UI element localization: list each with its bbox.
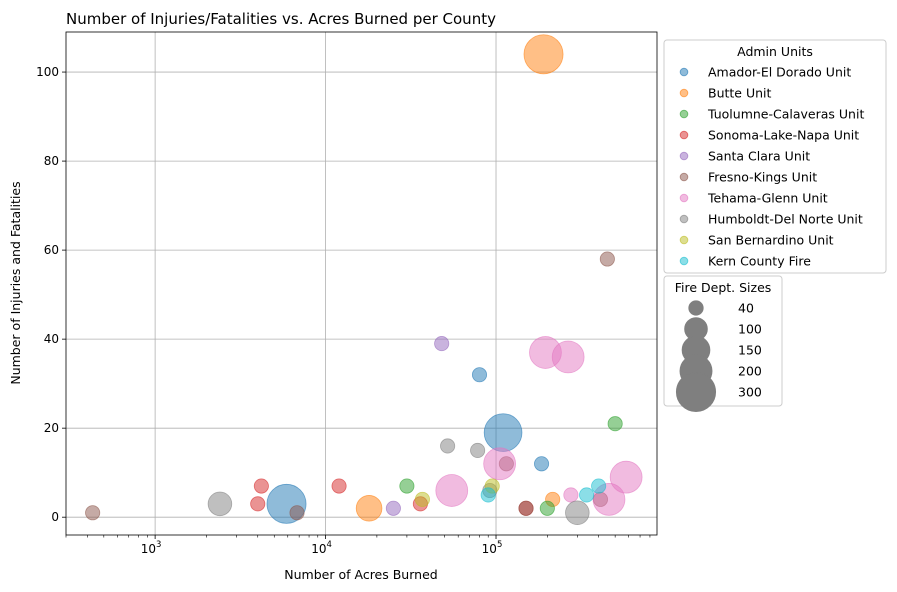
legend-marker bbox=[679, 88, 689, 98]
color-legend-title: Admin Units bbox=[737, 44, 813, 59]
x-tick-label: 104 bbox=[311, 540, 332, 556]
data-point bbox=[331, 478, 347, 494]
x-tick-label: 103 bbox=[141, 540, 162, 556]
size-legend-label: 150 bbox=[738, 343, 762, 358]
y-tick-label: 0 bbox=[51, 510, 59, 524]
legend-marker bbox=[679, 235, 689, 245]
data-point bbox=[480, 487, 496, 503]
data-point bbox=[609, 460, 643, 494]
legend-marker bbox=[679, 214, 689, 224]
legend-marker bbox=[679, 67, 689, 77]
data-point bbox=[483, 413, 523, 452]
size-legend-label: 300 bbox=[738, 385, 762, 400]
x-axis-label: Number of Acres Burned bbox=[284, 567, 437, 582]
data-point bbox=[385, 500, 401, 516]
data-point bbox=[523, 34, 564, 75]
data-point bbox=[250, 496, 266, 512]
legend-label: Kern County Fire bbox=[708, 254, 811, 269]
legend-marker bbox=[679, 193, 689, 203]
data-point bbox=[434, 336, 450, 352]
legend-label: Sonoma-Lake-Napa Unit bbox=[708, 128, 859, 143]
data-point bbox=[207, 491, 233, 517]
legend-marker bbox=[679, 130, 689, 140]
legend-marker bbox=[679, 172, 689, 182]
data-point bbox=[518, 500, 534, 516]
legend-label: Humboldt-Del Norte Unit bbox=[708, 212, 863, 227]
legend-marker bbox=[679, 256, 689, 266]
size-legend-title: Fire Dept. Sizes bbox=[675, 280, 772, 295]
legend-label: Amador-El Dorado Unit bbox=[708, 65, 851, 80]
y-tick-label: 60 bbox=[44, 243, 59, 257]
legend-label: Tuolumne-Calaveras Unit bbox=[707, 107, 864, 122]
plot-frame bbox=[65, 31, 658, 536]
data-point bbox=[85, 505, 101, 521]
data-point bbox=[399, 478, 415, 494]
data-point bbox=[289, 505, 305, 521]
data-point bbox=[470, 442, 486, 458]
legend-label: Santa Clara Unit bbox=[708, 149, 810, 164]
legend-label: San Bernardino Unit bbox=[708, 233, 834, 248]
size-legend-marker bbox=[688, 300, 704, 316]
data-point bbox=[607, 416, 623, 432]
size-legend-label: 40 bbox=[738, 301, 754, 316]
y-tick-label: 40 bbox=[44, 332, 59, 346]
data-point bbox=[440, 438, 456, 454]
y-axis-label: Number of Injuries and Fatalities bbox=[8, 181, 23, 384]
data-point bbox=[565, 500, 590, 525]
data-point bbox=[563, 487, 579, 503]
legend-label: Butte Unit bbox=[708, 86, 772, 101]
legend-marker bbox=[679, 151, 689, 161]
y-tick-label: 100 bbox=[36, 65, 59, 79]
data-point bbox=[551, 340, 585, 374]
data-point bbox=[599, 251, 615, 267]
data-point bbox=[534, 456, 550, 472]
data-point bbox=[253, 478, 269, 494]
size-legend-label: 200 bbox=[738, 364, 762, 379]
legend-label: Fresno-Kings Unit bbox=[708, 170, 817, 185]
axis-ticks: 0 20 40 60 80 100 103 104 105 bbox=[36, 65, 651, 556]
data-point bbox=[414, 491, 430, 507]
data-point bbox=[483, 447, 516, 481]
size-legend: Fire Dept. Sizes 40 100 150 200 300 bbox=[663, 275, 783, 413]
data-point bbox=[435, 474, 469, 507]
data-point bbox=[355, 495, 383, 522]
y-tick-label: 20 bbox=[44, 421, 59, 435]
x-tick-label: 105 bbox=[482, 540, 503, 556]
data-points bbox=[85, 34, 643, 525]
size-legend-label: 100 bbox=[738, 322, 762, 337]
data-point bbox=[591, 478, 607, 494]
chart-title: Number of Injuries/Fatalities vs. Acres … bbox=[66, 10, 496, 28]
grid-lines bbox=[66, 32, 657, 535]
legend-marker bbox=[679, 109, 689, 119]
color-legend: Admin Units Amador-El Dorado Unit Butte U… bbox=[663, 39, 887, 274]
data-point bbox=[579, 487, 595, 503]
size-legend-marker bbox=[675, 371, 717, 413]
y-tick-label: 80 bbox=[44, 154, 59, 168]
color-legend-box bbox=[663, 39, 887, 274]
data-point bbox=[539, 500, 555, 516]
legend-label: Tehama-Glenn Unit bbox=[707, 191, 828, 206]
data-point bbox=[471, 367, 488, 383]
